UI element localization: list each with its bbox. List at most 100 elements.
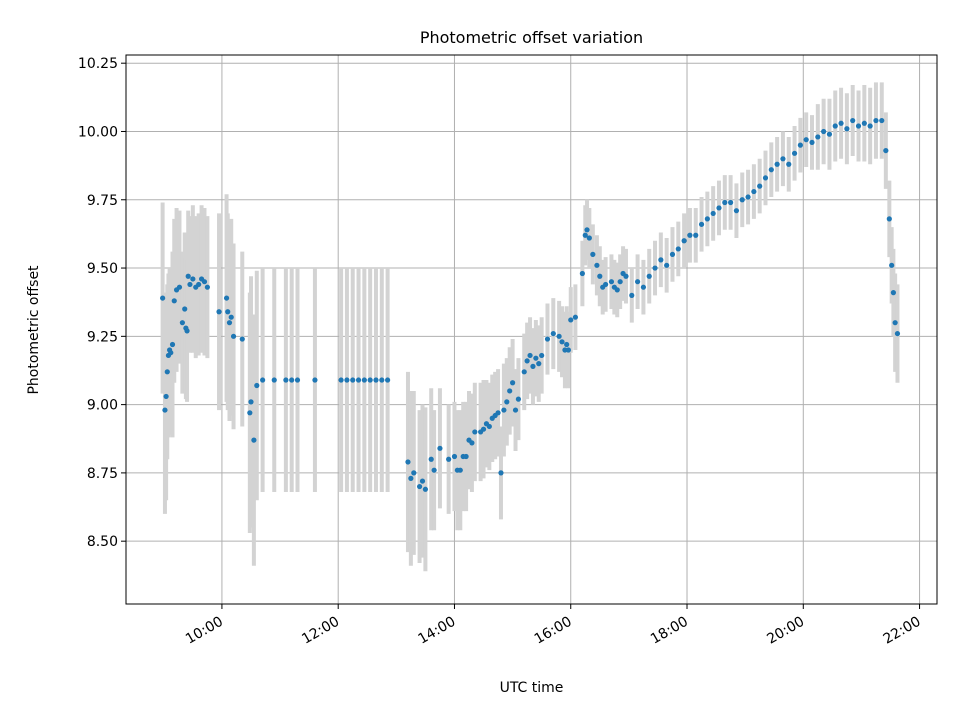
data-point xyxy=(646,273,652,279)
y-tick-label: 8.75 xyxy=(87,466,118,482)
data-point xyxy=(584,227,590,233)
data-point xyxy=(204,284,210,290)
data-point xyxy=(312,377,318,383)
data-point xyxy=(431,467,437,473)
data-point xyxy=(786,161,792,167)
data-point xyxy=(169,341,176,348)
data-point xyxy=(568,317,574,323)
data-point xyxy=(698,221,705,227)
data-point xyxy=(797,142,803,148)
data-point xyxy=(350,377,356,383)
data-point xyxy=(768,167,774,173)
data-point xyxy=(498,470,504,476)
data-point xyxy=(629,292,635,298)
data-point xyxy=(733,208,740,214)
data-point xyxy=(867,123,873,129)
data-point xyxy=(739,197,745,203)
data-point xyxy=(886,216,892,222)
data-point xyxy=(594,262,600,268)
y-axis-label: Photometric offset xyxy=(26,265,42,395)
data-point xyxy=(251,437,257,443)
data-point xyxy=(850,117,856,124)
data-point xyxy=(564,341,570,348)
y-axis-ticks: 8.50 8.75 9.00 9.25 9.50 9.75 10.00 10.25 xyxy=(78,56,126,550)
data-point xyxy=(883,147,889,154)
data-point xyxy=(190,276,196,282)
data-point xyxy=(728,199,734,206)
data-point xyxy=(216,309,222,315)
data-point xyxy=(168,350,174,356)
data-point xyxy=(533,355,539,361)
data-point xyxy=(762,175,769,181)
data-point xyxy=(603,281,609,288)
data-point xyxy=(664,262,670,268)
data-point xyxy=(294,377,301,383)
data-point xyxy=(527,352,533,359)
data-point xyxy=(422,486,429,492)
data-point xyxy=(681,238,687,244)
data-point xyxy=(355,377,362,383)
data-point xyxy=(182,306,188,312)
data-point xyxy=(225,309,231,315)
data-point xyxy=(504,399,510,405)
data-point xyxy=(419,478,426,484)
data-point xyxy=(559,339,565,345)
data-point xyxy=(469,440,475,446)
data-point xyxy=(704,216,710,222)
data-point xyxy=(745,194,751,200)
data-point xyxy=(614,287,620,293)
data-point xyxy=(582,232,588,238)
data-point xyxy=(176,284,183,290)
data-point xyxy=(669,251,676,257)
data-point xyxy=(716,205,722,211)
data-point xyxy=(556,333,562,339)
data-point xyxy=(515,396,522,402)
data-point xyxy=(687,232,693,238)
data-point xyxy=(283,377,289,383)
data-point xyxy=(597,273,603,279)
data-point xyxy=(710,210,716,217)
plot-area-frame xyxy=(125,54,938,605)
data-point xyxy=(179,320,185,326)
data-point xyxy=(361,377,367,383)
data-point xyxy=(480,426,487,432)
data-point xyxy=(223,295,230,301)
data-point xyxy=(536,361,542,367)
data-point xyxy=(185,273,191,279)
data-point xyxy=(693,232,699,238)
data-point xyxy=(838,120,844,126)
data-point xyxy=(495,410,501,416)
data-point xyxy=(889,262,895,268)
data-point xyxy=(163,393,169,400)
data-point xyxy=(550,330,556,337)
data-point xyxy=(228,314,234,320)
y-tick-label: 10.00 xyxy=(78,124,118,140)
data-point xyxy=(826,131,833,137)
data-point xyxy=(405,459,411,465)
data-point xyxy=(774,161,780,167)
y-tick-label: 8.50 xyxy=(87,534,118,550)
data-point xyxy=(879,117,885,124)
data-point xyxy=(463,453,469,460)
data-point xyxy=(579,270,585,277)
data-point xyxy=(640,284,647,290)
data-point xyxy=(791,150,798,156)
data-point xyxy=(501,407,507,413)
data-point xyxy=(890,290,896,296)
data-point xyxy=(472,429,478,435)
data-point xyxy=(844,126,850,132)
data-point xyxy=(271,377,277,383)
y-tick-label: 9.50 xyxy=(87,261,118,277)
data-point xyxy=(437,445,443,451)
data-point xyxy=(521,369,527,375)
data-point xyxy=(451,453,458,460)
data-point xyxy=(623,273,629,279)
data-point xyxy=(658,257,664,263)
data-point xyxy=(184,328,190,334)
y-tick-label: 10.25 xyxy=(78,56,118,72)
data-point xyxy=(892,320,898,326)
data-point xyxy=(510,380,516,386)
data-point xyxy=(385,377,391,383)
data-point xyxy=(780,156,786,162)
data-point xyxy=(344,377,350,383)
